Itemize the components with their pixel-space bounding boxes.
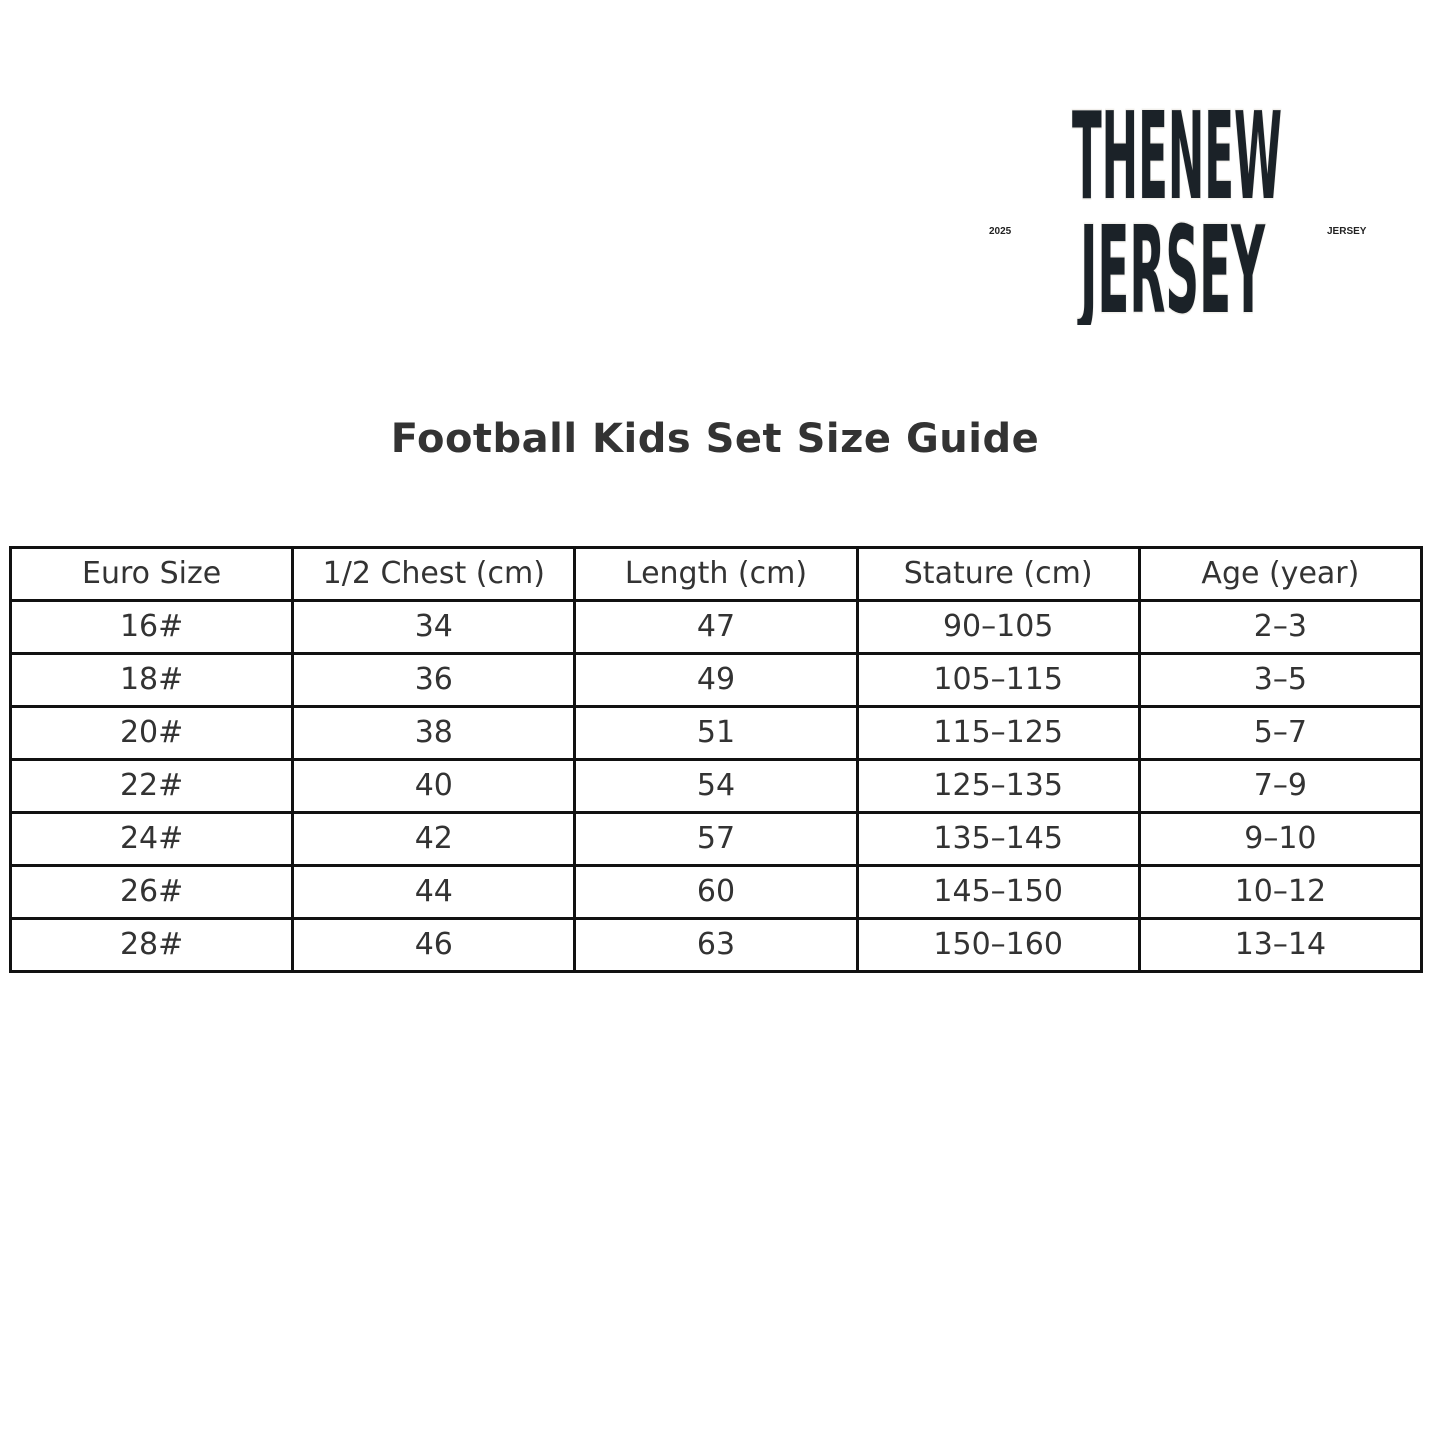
cell-age: 3–5 [1137, 652, 1424, 708]
cell-length: 47 [573, 599, 859, 655]
cell-euro-size: 18# [8, 652, 295, 708]
cell-euro-size: 28# [8, 917, 295, 973]
cell-age: 7–9 [1137, 758, 1424, 814]
cell-stature: 115–125 [855, 705, 1141, 761]
header-length: Length (cm) [573, 546, 859, 602]
table-row: 28# 46 63 150–160 13–14 [8, 917, 1424, 973]
cell-chest: 34 [291, 599, 577, 655]
cell-stature: 90–105 [855, 599, 1141, 655]
logo-side-text: JERSEY [1327, 226, 1367, 237]
cell-age: 13–14 [1137, 917, 1424, 973]
cell-euro-size: 26# [8, 864, 295, 920]
cell-euro-size: 16# [8, 599, 295, 655]
cell-age: 5–7 [1137, 705, 1424, 761]
cell-age: 10–12 [1137, 864, 1424, 920]
logo-line1: THENEW [1072, 88, 1282, 227]
cell-length: 54 [573, 758, 859, 814]
cell-chest: 38 [291, 705, 577, 761]
cell-length: 63 [573, 917, 859, 973]
cell-stature: 125–135 [855, 758, 1141, 814]
brand-logo: THENEW JERSEY [1071, 87, 1284, 326]
table-row: 20# 38 51 115–125 5–7 [8, 705, 1424, 761]
cell-stature: 145–150 [855, 864, 1141, 920]
cell-length: 57 [573, 811, 859, 867]
cell-chest: 40 [291, 758, 577, 814]
cell-stature: 105–115 [855, 652, 1141, 708]
table-row: 26# 44 60 145–150 10–12 [8, 864, 1424, 920]
cell-length: 51 [573, 705, 859, 761]
cell-chest: 42 [291, 811, 577, 867]
header-age: Age (year) [1137, 546, 1424, 602]
cell-chest: 44 [291, 864, 577, 920]
table-row: 16# 34 47 90–105 2–3 [8, 599, 1424, 655]
cell-euro-size: 24# [8, 811, 295, 867]
logo-year-text: 2025 [989, 226, 1012, 237]
table-row: 24# 42 57 135–145 9–10 [8, 811, 1424, 867]
header-chest: 1/2 Chest (cm) [291, 546, 577, 602]
cell-length: 60 [573, 864, 859, 920]
table-header-row: Euro Size 1/2 Chest (cm) Length (cm) Sta… [8, 546, 1424, 602]
cell-stature: 150–160 [855, 917, 1141, 973]
cell-euro-size: 22# [8, 758, 295, 814]
table-row: 22# 40 54 125–135 7–9 [8, 758, 1424, 814]
size-table: Euro Size 1/2 Chest (cm) Length (cm) Sta… [8, 546, 1424, 973]
table-row: 18# 36 49 105–115 3–5 [8, 652, 1424, 708]
page-title: Football Kids Set Size Guide [390, 416, 1040, 462]
cell-length: 49 [573, 652, 859, 708]
cell-chest: 36 [291, 652, 577, 708]
cell-age: 9–10 [1137, 811, 1424, 867]
cell-chest: 46 [291, 917, 577, 973]
header-stature: Stature (cm) [855, 546, 1141, 602]
cell-stature: 135–145 [855, 811, 1141, 867]
header-euro-size: Euro Size [8, 546, 295, 602]
cell-age: 2–3 [1137, 599, 1424, 655]
logo-line2: JERSEY [1077, 202, 1266, 325]
cell-euro-size: 20# [8, 705, 295, 761]
